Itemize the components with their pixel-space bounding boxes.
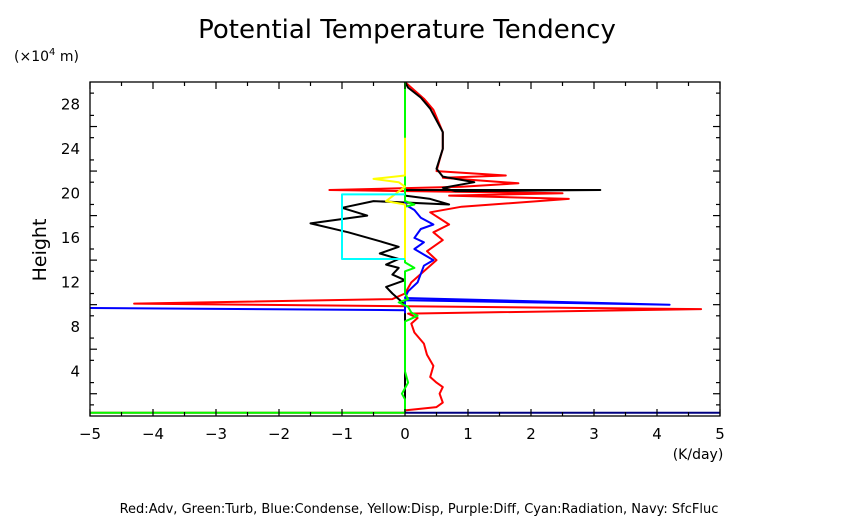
y-tick-label: 24 (61, 140, 80, 158)
y-unit-label-post: m) (55, 49, 79, 65)
series-line-5 (341, 193, 405, 260)
x-tick-label: −4 (142, 425, 164, 443)
x-unit-label: (K/day) (673, 447, 724, 463)
y-unit-label-exponent: 4 (49, 47, 55, 58)
x-tick-label: −1 (331, 425, 353, 443)
series-line-3 (90, 82, 419, 414)
y-tick-label: 20 (61, 184, 80, 202)
x-tick-label: 2 (526, 425, 536, 443)
x-tick-label: 0 (400, 425, 410, 443)
x-tick-label: −2 (268, 425, 290, 443)
series-layer (90, 82, 720, 414)
chart-title: Potential Temperature Tendency (198, 15, 616, 45)
x-tick-label: 5 (715, 425, 725, 443)
y-tick-label: 12 (61, 273, 80, 291)
y-tick-label: 4 (70, 362, 80, 380)
series-line-2 (90, 82, 671, 314)
y-tick-label: 8 (70, 318, 80, 336)
y-axis-label: Height (29, 219, 51, 282)
y-tick-label: 28 (61, 95, 80, 113)
x-tick-label: −5 (79, 425, 101, 443)
legend-text: Red:Adv, Green:Turb, Blue:Condense, Yell… (120, 502, 719, 517)
y-unit-label-pre: (×10 (14, 49, 49, 65)
y-unit-label: (×104 m) (14, 47, 79, 65)
y-tick-label: 16 (61, 229, 80, 247)
series-line-4 (372, 137, 406, 261)
x-tick-label: 4 (652, 425, 662, 443)
series-line-1 (309, 82, 602, 413)
x-tick-label: −3 (205, 425, 227, 443)
x-tick-label: 3 (589, 425, 599, 443)
x-tick-label: 1 (463, 425, 473, 443)
series-line-0 (90, 82, 703, 414)
